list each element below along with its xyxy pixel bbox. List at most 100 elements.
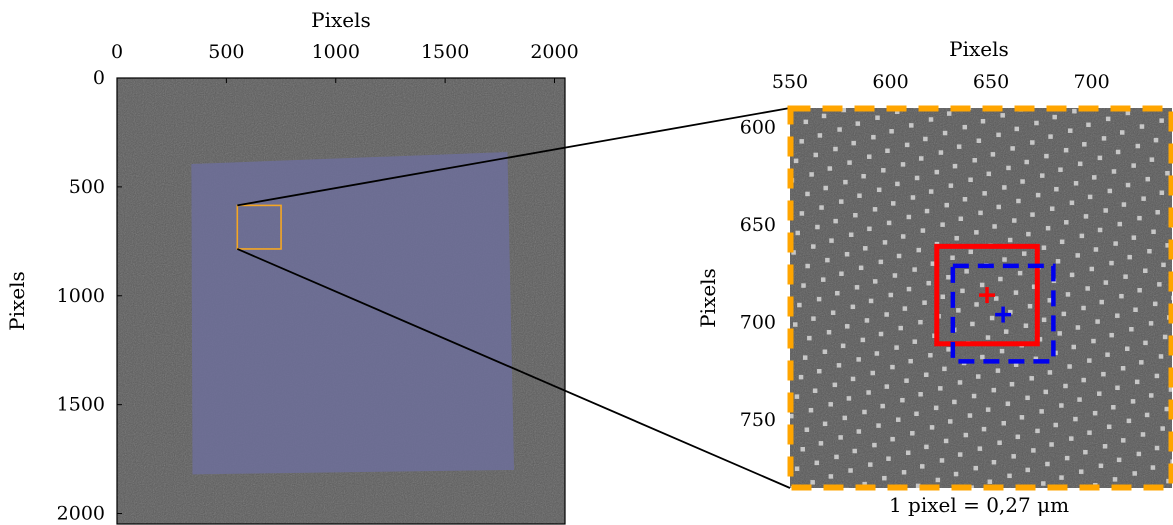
lattice-dot [857, 193, 862, 198]
lattice-dot [1019, 415, 1025, 420]
lattice-dot [952, 399, 957, 405]
lattice-dot [1170, 459, 1172, 464]
lattice-dot [996, 204, 1001, 210]
lattice-dot [805, 263, 810, 269]
lattice-dot [852, 448, 857, 454]
lattice-dot [970, 321, 975, 327]
lattice-dot [890, 436, 895, 442]
lattice-dot [860, 337, 866, 343]
lattice-dot [805, 191, 810, 197]
lattice-dot [890, 364, 895, 370]
lattice-dot [1043, 389, 1049, 395]
lattice-dot [872, 207, 878, 212]
zoom-region-box [236, 204, 282, 250]
lattice-dot [872, 279, 878, 284]
lattice-dot [799, 211, 805, 216]
lattice-dot [1124, 346, 1130, 352]
lattice-dot [990, 152, 996, 157]
y-tick-label: 600 [740, 116, 776, 138]
lattice-dot [1057, 331, 1062, 336]
sample-overlay-region [191, 152, 515, 475]
lattice-dot [1115, 149, 1121, 155]
lattice-dot [906, 286, 912, 292]
lattice-dot [1136, 451, 1142, 457]
lattice-dot [894, 109, 900, 115]
blue-center-marker [995, 306, 1012, 323]
lattice-dot [881, 168, 886, 173]
zoom-image-frame [787, 105, 1173, 491]
full-image-y-label: Pixels [5, 271, 29, 331]
lattice-dot [1047, 370, 1053, 375]
lattice-dot [928, 353, 933, 358]
lattice-dot [999, 348, 1005, 354]
lattice-dot [801, 283, 806, 288]
lattice-dot [828, 402, 833, 407]
y-tick-label: 1500 [57, 394, 105, 416]
lattice-dot [1087, 358, 1092, 363]
lattice-dot [1023, 323, 1029, 328]
lattice-dot [928, 189, 934, 194]
lattice-dot [1171, 295, 1172, 301]
lattice-dot [1083, 214, 1089, 219]
lattice-dot [934, 169, 940, 175]
lattice-dot [1105, 352, 1110, 357]
lattice-dot [1055, 259, 1061, 264]
lattice-dot [1002, 257, 1007, 262]
lattice-dot [889, 129, 894, 134]
x-tick-label: 550 [772, 71, 808, 93]
lattice-dot [1141, 196, 1146, 201]
lattice-dot [825, 257, 830, 263]
lattice-dot [1049, 206, 1055, 211]
lattice-dot [946, 347, 951, 352]
lattice-dot [900, 397, 905, 403]
lattice-dot [1153, 137, 1159, 143]
lattice-dot [910, 195, 916, 200]
lattice-dot [802, 355, 808, 360]
lattice-dot [811, 244, 816, 249]
lattice-dot [876, 187, 882, 193]
zoom-image-y-label: Pixels [696, 268, 720, 328]
lattice-dot [896, 417, 901, 422]
lattice-dot [1039, 409, 1044, 414]
lattice-dot [1149, 157, 1155, 162]
lattice-dot [980, 118, 986, 124]
lattice-dot [856, 429, 862, 434]
lattice-dot [790, 197, 791, 203]
lattice-dot [1003, 329, 1009, 334]
lattice-dot [803, 119, 809, 125]
lattice-dot [878, 331, 884, 337]
red-center-marker [979, 287, 996, 304]
lattice-dot [1071, 344, 1077, 350]
lattice-dot [962, 197, 968, 202]
lattice-dot [817, 133, 823, 138]
lattice-dot [1143, 268, 1148, 274]
lattice-dot [905, 450, 911, 456]
lattice-dot [1072, 108, 1077, 114]
zoom-image-y-ticks: 600 650 700 750 [740, 116, 776, 430]
lattice-dot [1048, 134, 1053, 139]
lattice-dot [826, 329, 832, 335]
lattice-dot [1127, 254, 1132, 260]
lattice-dot [1034, 120, 1039, 126]
lattice-dot [885, 148, 890, 154]
lattice-dot [1139, 124, 1145, 129]
lattice-dot [900, 162, 906, 167]
y-tick-label: 650 [740, 214, 776, 236]
lattice-dot [861, 173, 866, 179]
lattice-dot [898, 325, 903, 331]
lattice-dot [948, 183, 954, 188]
lattice-dot [1092, 410, 1098, 416]
lattice-dot [820, 277, 826, 282]
y-tick-label: 500 [69, 176, 105, 198]
lattice-dot [835, 290, 840, 296]
lattice-dot [1037, 337, 1043, 342]
lattice-dot [918, 319, 923, 325]
lattice-dot [856, 357, 861, 362]
lattice-dot [982, 191, 987, 196]
lattice-dot [855, 121, 861, 126]
lattice-dot [895, 181, 900, 187]
lattice-dot [1075, 253, 1080, 258]
lattice-dot [840, 343, 846, 349]
lattice-dot [991, 459, 997, 465]
